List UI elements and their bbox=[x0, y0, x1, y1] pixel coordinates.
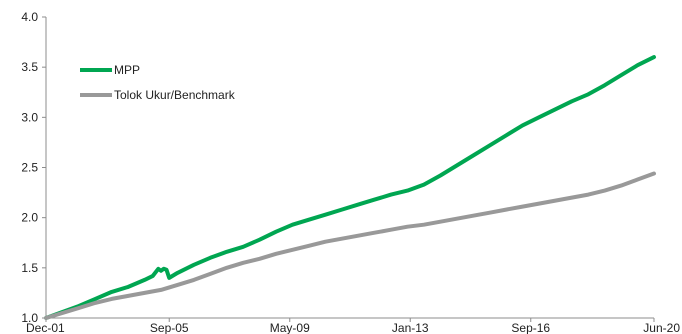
series-line-benchmark bbox=[44, 171, 656, 320]
y-tick-label: 3.0 bbox=[21, 110, 38, 124]
legend-label: Tolok Ukur/Benchmark bbox=[114, 88, 236, 102]
series-line-mpp bbox=[44, 55, 656, 320]
x-axis-ticks: Dec-01 Sep-05 May-09 Jan-13 Sep-16 Jun-20 bbox=[26, 318, 680, 334]
y-axis-ticks: 1.0 1.5 2.0 2.5 3.0 3.5 4.0 bbox=[21, 10, 46, 325]
legend-label: MPP bbox=[114, 63, 140, 77]
x-tick-label: Jan-13 bbox=[392, 321, 429, 334]
y-tick-label: 1.5 bbox=[21, 261, 38, 275]
y-tick-label: 1.0 bbox=[21, 311, 38, 325]
y-tick-label: 3.5 bbox=[21, 60, 38, 74]
y-tick-label: 4.0 bbox=[21, 10, 38, 24]
y-tick-label: 2.5 bbox=[21, 161, 38, 175]
legend: MPP Tolok Ukur/Benchmark bbox=[80, 63, 236, 102]
x-tick-label: Sep-16 bbox=[511, 321, 550, 334]
x-tick-label: Jun-20 bbox=[643, 321, 680, 334]
x-tick-label: Dec-01 bbox=[26, 321, 65, 334]
series-lines bbox=[44, 55, 656, 320]
y-tick-label: 2.0 bbox=[21, 211, 38, 225]
x-tick-label: Sep-05 bbox=[150, 321, 189, 334]
x-tick-label: May-09 bbox=[270, 321, 310, 334]
